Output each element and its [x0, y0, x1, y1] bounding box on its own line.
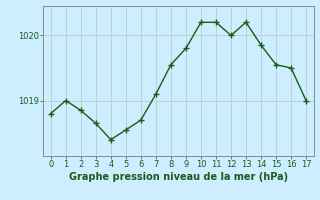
X-axis label: Graphe pression niveau de la mer (hPa): Graphe pression niveau de la mer (hPa) — [69, 172, 288, 182]
